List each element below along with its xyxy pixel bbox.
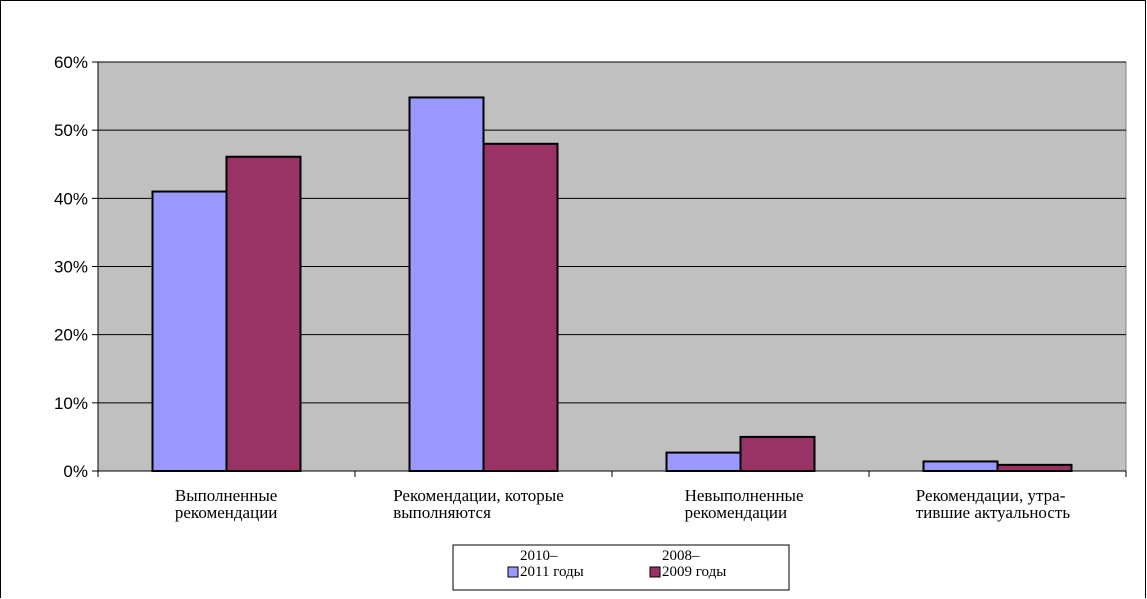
bar-series-1-cat-2 xyxy=(408,96,485,473)
bar-series-2-cat-4 xyxy=(996,463,1073,472)
bar-series-2-cat-2 xyxy=(482,142,559,473)
y-tick-label: 60% xyxy=(54,53,88,72)
y-tick-label: 30% xyxy=(54,258,88,277)
y-tick-label: 20% xyxy=(54,326,88,345)
bar-series-1-cat-1 xyxy=(151,190,228,472)
bar-series-2-cat-3 xyxy=(739,435,816,472)
bar-series-1-cat-3 xyxy=(665,451,742,473)
x-category-label: Рекомендации, утра-тившие актуальность xyxy=(916,486,1071,522)
y-tick-label: 0% xyxy=(63,462,88,481)
bar-series-1-cat-4 xyxy=(922,460,999,472)
y-tick-label: 40% xyxy=(54,189,88,208)
legend-label-1: 2010– 2011 годы xyxy=(520,548,584,580)
legend-box xyxy=(452,544,790,591)
legend-label-2: 2008– 2009 годы xyxy=(662,548,726,580)
y-tick-label: 50% xyxy=(54,121,88,140)
y-tick-label: 10% xyxy=(54,394,88,413)
x-category-label: Выполненные рекомендации xyxy=(175,486,278,522)
x-category-label: Рекомендации, которые выполняются xyxy=(393,486,564,522)
legend-swatch-1 xyxy=(507,566,519,578)
legend-swatch-2 xyxy=(649,566,661,578)
x-category-label: Невыполненные рекомендации xyxy=(685,486,804,522)
legend: 2010– 2011 годы 2008– 2009 годы xyxy=(452,544,790,591)
bar-series-2-cat-1 xyxy=(225,155,302,472)
